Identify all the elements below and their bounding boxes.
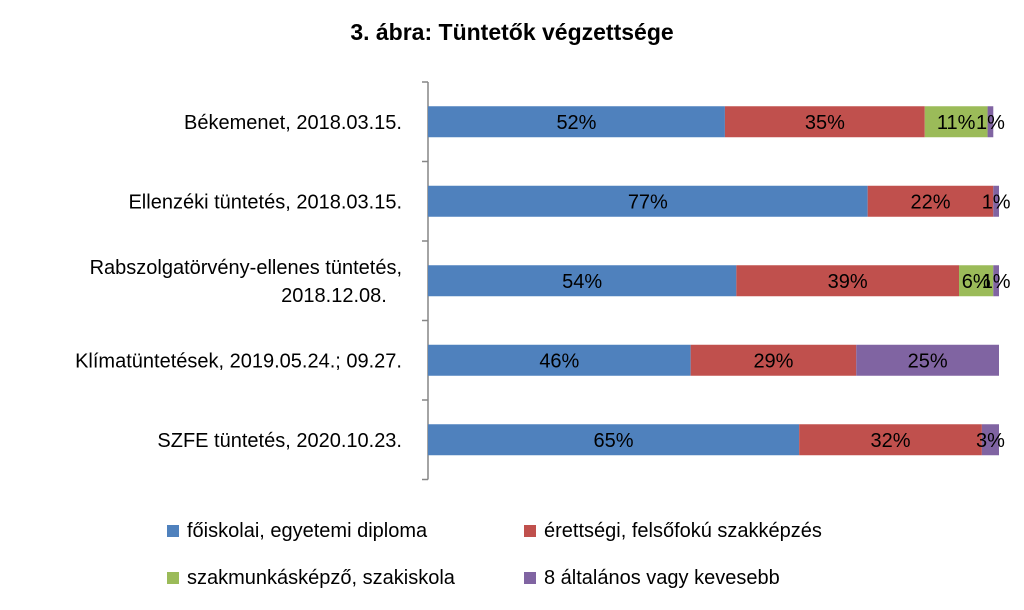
bar-segment <box>867 185 994 217</box>
data-label: 3% <box>976 430 1005 452</box>
bar-segment <box>724 106 925 138</box>
bars <box>428 106 999 456</box>
data-label: 65% <box>594 430 634 452</box>
data-label: 22% <box>910 191 950 213</box>
data-label: 35% <box>805 112 845 134</box>
category-axis <box>422 81 429 481</box>
bar-segment <box>987 106 994 138</box>
data-labels: 52% 35% 11% 1%77% 22% 1%54% 39% 6%1%46% 29% 25%65… <box>539 112 1011 452</box>
data-label: 77% <box>628 191 668 213</box>
category-label-line: SZFE tüntetés, 2020.10.23. <box>157 430 402 452</box>
legend-swatch <box>167 525 179 537</box>
data-label: 39% <box>828 271 868 293</box>
bar-segment <box>799 424 982 456</box>
data-label: 11% <box>937 112 976 134</box>
legend-label: főiskolai, egyetemi diploma <box>187 520 428 542</box>
data-label: 25% <box>908 350 948 372</box>
bar-segment <box>428 424 800 456</box>
data-label: 54% <box>562 271 602 293</box>
category-label-line: Klímatüntetések, 2019.05.24.; 09.27. <box>75 350 402 372</box>
bar-segment <box>428 265 737 297</box>
chart-title: 3. ábra: Tüntetők végzettsége <box>350 19 673 45</box>
bar-segment <box>428 106 725 138</box>
legend-swatch <box>524 525 536 537</box>
category-label-line: Ellenzéki tüntetés, 2018.03.15. <box>128 191 402 213</box>
category-label-line: 2018.12.08. <box>281 285 387 307</box>
category-label: Békemenet, 2018.03.15. <box>184 112 402 134</box>
bar-segment <box>856 344 999 376</box>
category-label: SZFE tüntetés, 2020.10.23. <box>157 430 402 452</box>
bar-segment <box>736 265 960 297</box>
category-label-line: Rabszolgatörvény-ellenes tüntetés, <box>90 257 402 279</box>
data-label: 6% <box>962 271 991 293</box>
category-label: Klímatüntetések, 2019.05.24.; 09.27. <box>75 350 402 372</box>
category-label: Rabszolgatörvény-ellenes tüntetés, 2018.1… <box>90 257 402 307</box>
data-label: 46% <box>539 350 579 372</box>
category-labels: Békemenet, 2018.03.15. Ellenzéki tüntetés… <box>75 112 402 452</box>
data-label: 52% <box>556 112 596 134</box>
bar-segment <box>924 106 988 138</box>
legend: főiskolai, egyetemi diploma érettségi, fe… <box>167 520 822 589</box>
legend-swatch <box>167 572 179 584</box>
data-label: 1% <box>982 191 1011 213</box>
data-label: 1% <box>982 271 1011 293</box>
data-label: 1% <box>976 112 1005 134</box>
legend-label: 8 általános vagy kevesebb <box>544 567 780 589</box>
data-label: 32% <box>870 430 910 452</box>
bar-segment <box>993 265 999 297</box>
bar-segment <box>959 265 994 297</box>
bar-segment <box>690 344 857 376</box>
bar-segment <box>428 344 691 376</box>
legend-label: szakmunkásképző, szakiskola <box>187 567 456 589</box>
data-label: 29% <box>753 350 793 372</box>
bar-segment <box>981 424 999 456</box>
bar-segment <box>428 185 868 217</box>
bar-segment <box>993 185 999 217</box>
legend-swatch <box>524 572 536 584</box>
legend-label: érettségi, felsőfokú szakképzés <box>544 520 822 542</box>
category-label-line: Békemenet, 2018.03.15. <box>184 112 402 134</box>
category-label: Ellenzéki tüntetés, 2018.03.15. <box>128 191 402 213</box>
